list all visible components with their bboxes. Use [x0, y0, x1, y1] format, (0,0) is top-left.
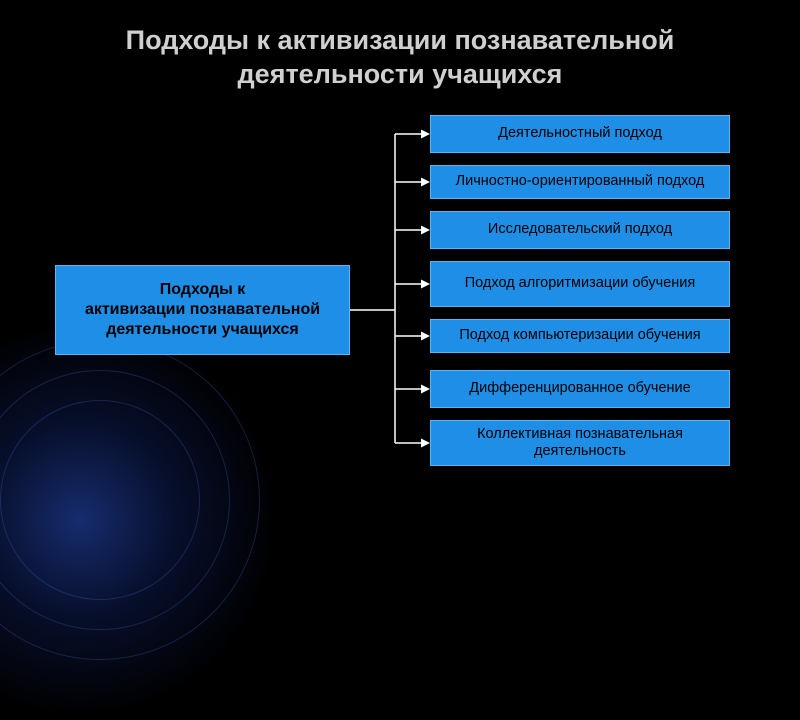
child-label: Коллективная познавательная деятельность	[439, 426, 721, 461]
diagram: Подходы кактивизации познавательной деят…	[0, 115, 800, 600]
child-node: Подход алгоритмизации обучения	[430, 261, 730, 307]
child-node: Деятельностный подход	[430, 115, 730, 153]
slide-title: Подходы к активизации познавательной дея…	[0, 24, 800, 92]
child-label: Подход компьютеризации обучения	[459, 327, 700, 344]
child-label: Дифференцированное обучение	[469, 380, 690, 397]
child-node: Исследовательский подход	[430, 211, 730, 249]
root-node: Подходы кактивизации познавательной деят…	[55, 265, 350, 355]
child-node: Дифференцированное обучение	[430, 370, 730, 408]
child-label: Личностно-ориентированный подход	[456, 173, 705, 190]
child-label: Исследовательский подход	[488, 221, 672, 238]
child-node: Коллективная познавательная деятельность	[430, 420, 730, 466]
child-node: Подход компьютеризации обучения	[430, 319, 730, 353]
root-label: Подходы кактивизации познавательной деят…	[64, 280, 341, 340]
child-label: Подход алгоритмизации обучения	[465, 275, 696, 292]
child-node: Личностно-ориентированный подход	[430, 165, 730, 199]
child-label: Деятельностный подход	[498, 125, 662, 142]
